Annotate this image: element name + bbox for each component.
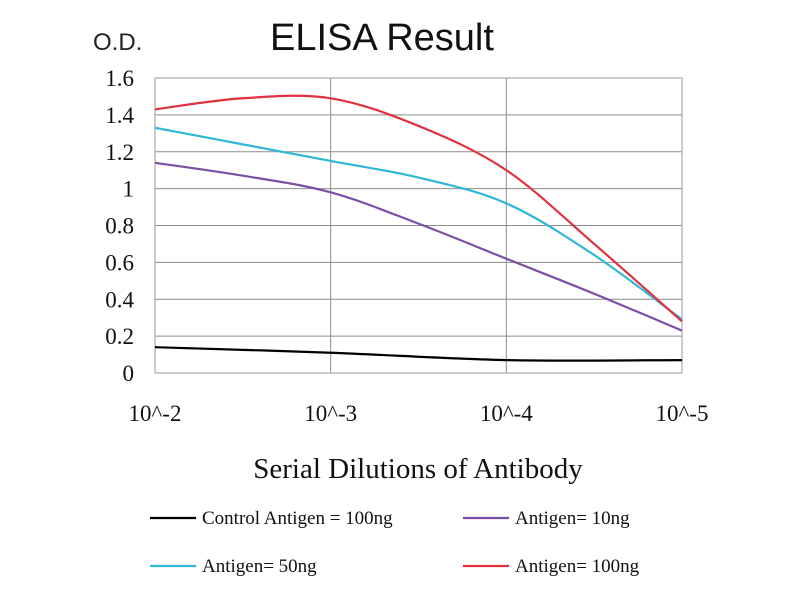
legend: Control Antigen = 100ng Antigen= 10ng Anti… <box>150 508 640 577</box>
series-line-0 <box>154 346 683 362</box>
y-tick-label: 1 <box>123 177 135 202</box>
y-axis-label: O.D. <box>93 29 142 56</box>
x-tick-label: 10^-5 <box>656 401 709 426</box>
legend-label-0: Control Antigen = 100ng <box>202 508 393 529</box>
x-tick-label: 10^-2 <box>129 401 182 426</box>
series-line-3 <box>154 94 683 323</box>
y-tick-label: 0.6 <box>105 250 134 275</box>
y-tick-labels: 0 0.2 0.4 0.6 0.8 1 1.2 1.4 1.6 <box>105 66 134 386</box>
y-tick-label: 0.8 <box>105 214 134 239</box>
series-line-1 <box>154 161 683 332</box>
y-tick-label: 0 <box>123 361 135 386</box>
x-tick-labels: 10^-2 10^-3 10^-4 10^-5 <box>129 401 709 426</box>
legend-label-1: Antigen= 10ng <box>515 508 630 529</box>
x-axis-label: Serial Dilutions of Antibody <box>253 453 583 485</box>
y-tick-label: 1.6 <box>105 66 134 91</box>
series-line-2 <box>154 126 683 321</box>
y-tick-label: 1.2 <box>105 140 134 165</box>
series-lines <box>154 94 683 362</box>
y-tick-label: 1.4 <box>105 103 134 128</box>
y-tick-label: 0.4 <box>105 287 134 312</box>
x-tick-label: 10^-3 <box>304 401 357 426</box>
y-tick-label: 0.2 <box>105 324 134 349</box>
legend-label-2: Antigen= 50ng <box>202 556 317 577</box>
plot-frame <box>154 77 683 374</box>
legend-label-3: Antigen= 100ng <box>515 556 640 577</box>
x-tick-label: 10^-4 <box>480 401 533 426</box>
plot-grid <box>154 77 683 374</box>
chart-title: ELISA Result <box>270 17 494 59</box>
